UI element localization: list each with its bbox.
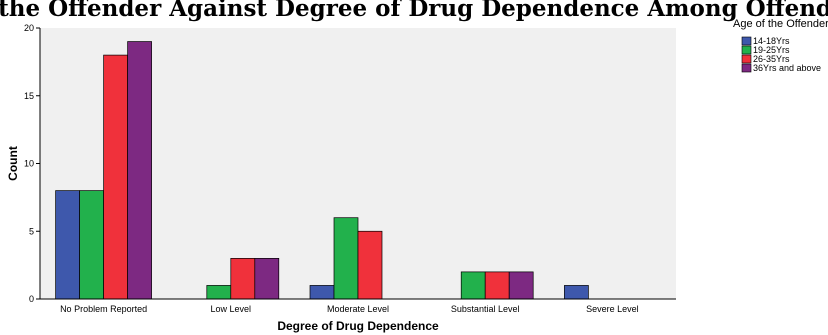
legend-label: 14-18Yrs bbox=[753, 36, 790, 46]
bar bbox=[564, 285, 589, 300]
bar bbox=[484, 271, 510, 300]
bar bbox=[333, 217, 359, 300]
legend-swatch bbox=[741, 36, 752, 46]
y-tick-label: 0 bbox=[29, 294, 34, 304]
bar bbox=[254, 258, 280, 300]
legend-swatch bbox=[741, 54, 752, 64]
x-axis-title: Degree of Drug Dependence bbox=[277, 319, 439, 333]
legend-title: Age of the Offender bbox=[733, 18, 828, 30]
bar bbox=[127, 41, 152, 300]
bar bbox=[79, 190, 104, 300]
y-tick-label: 15 bbox=[24, 91, 34, 101]
x-tick-label: Substantial Level bbox=[451, 304, 520, 314]
axes-group: 0 5 10 15 20 No Problem Reported Low Level Mode… bbox=[24, 23, 676, 314]
bar bbox=[55, 190, 80, 300]
bar bbox=[309, 285, 335, 300]
legend-swatch bbox=[741, 63, 752, 73]
legend-swatch bbox=[741, 45, 752, 55]
x-tick-label: No Problem Reported bbox=[60, 304, 147, 314]
x-tick-label: Severe Level bbox=[586, 304, 639, 314]
x-tick-label: Moderate Level bbox=[327, 304, 389, 314]
legend-label: 36Yrs and above bbox=[753, 63, 821, 73]
bar bbox=[103, 54, 128, 300]
legend-label: 19-25Yrs bbox=[753, 45, 790, 55]
chart-title: Age of the Offender Against Degree of Dr… bbox=[0, 0, 828, 22]
bar bbox=[357, 230, 383, 300]
bar bbox=[508, 271, 534, 300]
y-axis-title: Count bbox=[6, 146, 20, 181]
x-tick-label: Low Level bbox=[211, 304, 252, 314]
legend: Age of the Offender 14-18Yrs19-25Yrs26-3… bbox=[733, 18, 828, 73]
y-tick-label: 5 bbox=[29, 226, 34, 236]
bars-group bbox=[55, 41, 589, 300]
bar bbox=[230, 258, 256, 300]
legend-label: 26-35Yrs bbox=[753, 54, 790, 64]
y-tick-label: 10 bbox=[24, 159, 34, 169]
bar bbox=[460, 271, 486, 300]
y-tick-label: 20 bbox=[24, 23, 34, 33]
bar bbox=[206, 285, 232, 300]
